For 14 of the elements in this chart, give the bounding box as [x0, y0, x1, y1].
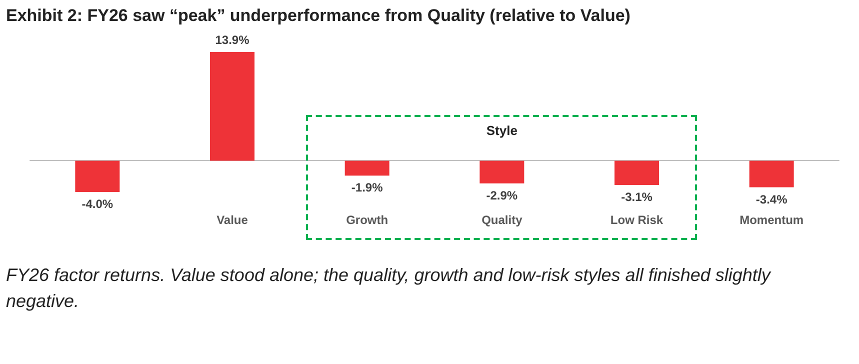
x-tick-label: Quality [482, 213, 523, 227]
annotation: Style [486, 122, 518, 138]
x-tick-label: Value [216, 213, 248, 227]
data-label: -1.9% [351, 180, 384, 195]
chart-title: Exhibit 2: FY26 saw “peak” underperformance from Quality (relative to Value) [6, 6, 630, 26]
data-label: -3.1% [621, 190, 653, 204]
x-tick-label: Momentum [740, 213, 804, 227]
data-label: -4.0% [82, 197, 114, 211]
x-tick-label: Low Risk [610, 213, 664, 227]
data-label: -3.4% [756, 192, 788, 206]
data-label: -2.9% [486, 188, 518, 202]
x-tick-label: Growth [346, 213, 388, 227]
text: FY26 factor returns. Value stood alone; the quality, growth and low-risk styles all finished slightly negative. [6, 264, 772, 313]
data-label: 13.9% [215, 33, 250, 47]
